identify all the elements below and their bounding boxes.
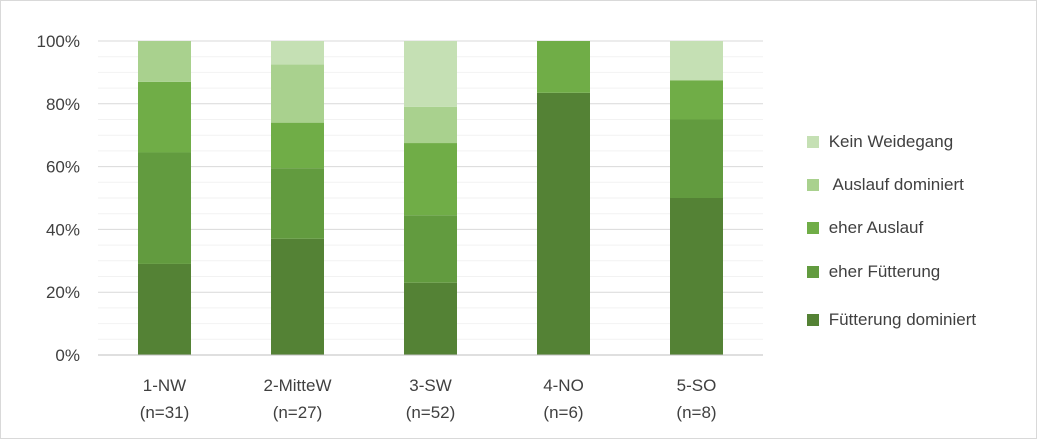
legend-swatch [807, 179, 819, 191]
bar-segment [404, 282, 457, 355]
bar-segment [138, 152, 191, 264]
bar-segment [271, 168, 324, 239]
bar-segment [404, 106, 457, 144]
legend-label: Kein Weidegang [824, 132, 954, 151]
legend-swatch [807, 136, 819, 148]
x-tick-label: 4-NO [543, 376, 584, 395]
legend-label: eher Auslauf [824, 218, 924, 237]
y-tick-label: 40% [46, 220, 80, 239]
bars [138, 41, 723, 355]
bar-segment [670, 80, 723, 120]
bar-segment [537, 92, 590, 355]
legend-label: Auslauf dominiert [824, 175, 964, 194]
x-tick-label: 1-NW [143, 376, 186, 395]
bar-segment [271, 41, 324, 65]
y-tick-label: 20% [46, 283, 80, 302]
legend-label: Fütterung dominiert [824, 310, 977, 329]
bar-segment [670, 119, 723, 198]
bar-segment [404, 143, 457, 216]
bar-segment [404, 215, 457, 283]
bar-segment [537, 41, 590, 93]
x-tick-label: 3-SW [409, 376, 452, 395]
x-tick-sublabel: (n=31) [140, 403, 190, 422]
legend-swatch [807, 314, 819, 326]
y-tick-label: 0% [55, 346, 80, 365]
bar-segment [271, 122, 324, 169]
x-tick-sublabel: (n=8) [676, 403, 716, 422]
x-tick-label: 2-MitteW [264, 376, 332, 395]
bar-segment [271, 238, 324, 355]
legend-label: eher Fütterung [824, 262, 941, 281]
axes: 0% 20% 40% 60% 80% 100% 1-NW (n=31) 2-MitteW (n=2… [37, 32, 763, 422]
x-tick-sublabel: (n=6) [543, 403, 583, 422]
bar-segment [670, 198, 723, 355]
x-tick-sublabel: (n=52) [406, 403, 456, 422]
bar-segment [138, 263, 191, 355]
x-tick-label: 5-SO [677, 376, 717, 395]
legend-swatch [807, 266, 819, 278]
bar-segment [271, 64, 324, 123]
y-tick-label: 60% [46, 158, 80, 177]
bar-segment [138, 41, 191, 82]
bar-segment [138, 81, 191, 153]
x-tick-sublabel: (n=27) [273, 403, 323, 422]
bar-segment [404, 41, 457, 107]
legend-swatch [807, 222, 819, 234]
y-tick-label: 80% [46, 95, 80, 114]
bar-segment [670, 41, 723, 81]
y-tick-label: 100% [37, 32, 80, 51]
